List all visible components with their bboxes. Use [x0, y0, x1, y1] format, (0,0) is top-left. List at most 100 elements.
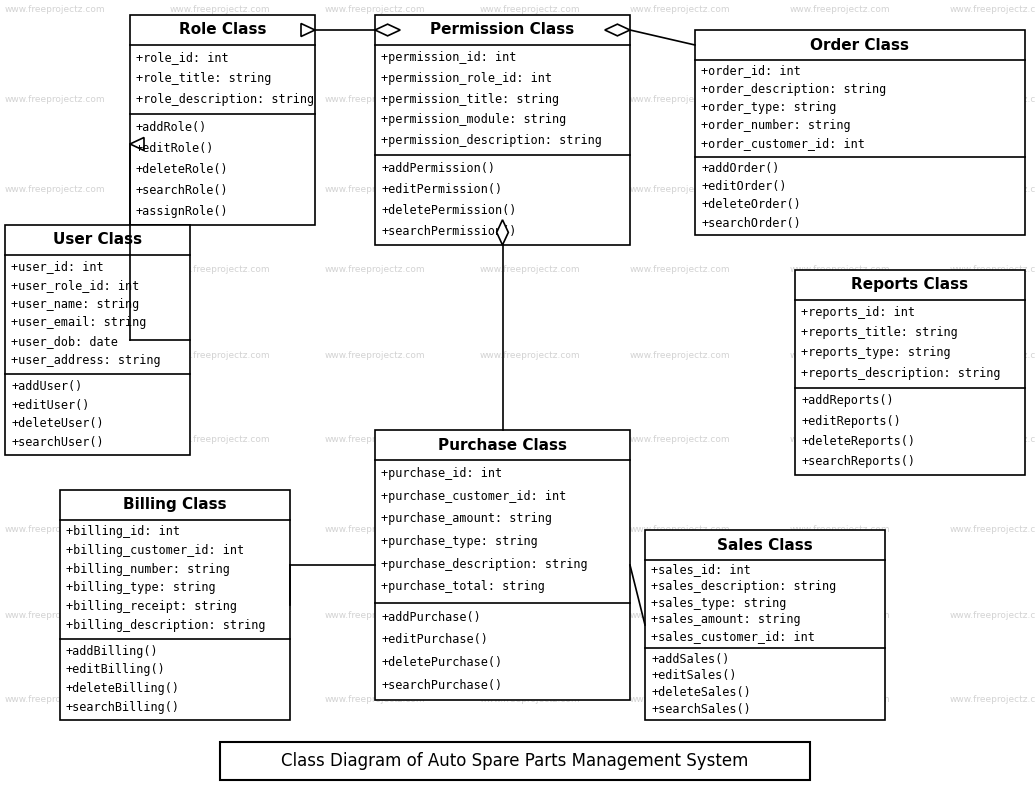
- Bar: [375, 430, 630, 700]
- Text: www.freeprojectz.com: www.freeprojectz.com: [790, 436, 890, 444]
- Text: +user_role_id: int: +user_role_id: int: [11, 279, 140, 291]
- Text: www.freeprojectz.com: www.freeprojectz.com: [629, 351, 731, 360]
- Text: www.freeprojectz.com: www.freeprojectz.com: [790, 351, 890, 360]
- Bar: [645, 530, 885, 720]
- Text: +editReports(): +editReports(): [801, 414, 900, 428]
- Text: www.freeprojectz.com: www.freeprojectz.com: [479, 185, 581, 195]
- Text: +purchase_amount: string: +purchase_amount: string: [381, 512, 552, 525]
- Text: www.freeprojectz.com: www.freeprojectz.com: [170, 96, 270, 105]
- Text: www.freeprojectz.com: www.freeprojectz.com: [629, 96, 731, 105]
- Text: www.freeprojectz.com: www.freeprojectz.com: [950, 265, 1035, 275]
- Text: +searchReports(): +searchReports(): [801, 455, 915, 468]
- Text: www.freeprojectz.com: www.freeprojectz.com: [325, 436, 425, 444]
- Text: +role_id: int: +role_id: int: [136, 51, 229, 64]
- Text: www.freeprojectz.com: www.freeprojectz.com: [950, 351, 1035, 360]
- Bar: [375, 15, 630, 245]
- Text: +addPermission(): +addPermission(): [381, 162, 495, 176]
- Polygon shape: [604, 24, 630, 36]
- Text: +user_name: string: +user_name: string: [11, 298, 140, 310]
- Text: www.freeprojectz.com: www.freeprojectz.com: [790, 185, 890, 195]
- Polygon shape: [375, 24, 401, 36]
- Text: +billing_description: string: +billing_description: string: [66, 619, 266, 632]
- Text: +editOrder(): +editOrder(): [701, 181, 787, 193]
- Text: www.freeprojectz.com: www.freeprojectz.com: [950, 6, 1035, 14]
- Text: www.freeprojectz.com: www.freeprojectz.com: [170, 351, 270, 360]
- Text: Permission Class: Permission Class: [431, 22, 574, 37]
- Text: www.freeprojectz.com: www.freeprojectz.com: [325, 351, 425, 360]
- Bar: [220, 742, 810, 780]
- Text: www.freeprojectz.com: www.freeprojectz.com: [479, 265, 581, 275]
- Bar: [795, 270, 1025, 475]
- Text: +billing_receipt: string: +billing_receipt: string: [66, 600, 237, 613]
- Text: www.freeprojectz.com: www.freeprojectz.com: [479, 6, 581, 14]
- Text: +sales_id: int: +sales_id: int: [651, 563, 750, 577]
- Text: +sales_customer_id: int: +sales_customer_id: int: [651, 630, 815, 643]
- Text: www.freeprojectz.com: www.freeprojectz.com: [629, 436, 731, 444]
- Text: www.freeprojectz.com: www.freeprojectz.com: [170, 526, 270, 535]
- Text: +billing_number: string: +billing_number: string: [66, 562, 230, 576]
- Text: +addPurchase(): +addPurchase(): [381, 611, 480, 624]
- Text: www.freeprojectz.com: www.freeprojectz.com: [790, 6, 890, 14]
- Text: +addRole(): +addRole(): [136, 121, 207, 134]
- Text: www.freeprojectz.com: www.freeprojectz.com: [479, 611, 581, 619]
- Text: www.freeprojectz.com: www.freeprojectz.com: [170, 185, 270, 195]
- Text: +editBilling(): +editBilling(): [66, 664, 166, 676]
- Text: www.freeprojectz.com: www.freeprojectz.com: [5, 695, 106, 705]
- Text: +reports_id: int: +reports_id: int: [801, 306, 915, 318]
- Text: +order_description: string: +order_description: string: [701, 82, 886, 96]
- Text: +addSales(): +addSales(): [651, 653, 730, 665]
- Text: +sales_amount: string: +sales_amount: string: [651, 614, 801, 626]
- Text: www.freeprojectz.com: www.freeprojectz.com: [790, 611, 890, 619]
- Text: +permission_module: string: +permission_module: string: [381, 113, 566, 127]
- Text: +deleteUser(): +deleteUser(): [11, 417, 104, 430]
- Text: User Class: User Class: [53, 233, 142, 247]
- Text: Reports Class: Reports Class: [852, 277, 969, 292]
- Text: +user_dob: date: +user_dob: date: [11, 335, 118, 348]
- Text: Order Class: Order Class: [810, 37, 910, 52]
- Text: +addReports(): +addReports(): [801, 394, 893, 407]
- Text: www.freeprojectz.com: www.freeprojectz.com: [325, 6, 425, 14]
- Text: +billing_id: int: +billing_id: int: [66, 525, 180, 538]
- Text: +purchase_description: string: +purchase_description: string: [381, 558, 588, 571]
- Text: www.freeprojectz.com: www.freeprojectz.com: [5, 526, 106, 535]
- Text: www.freeprojectz.com: www.freeprojectz.com: [479, 526, 581, 535]
- Text: +deleteSales(): +deleteSales(): [651, 686, 750, 699]
- Text: www.freeprojectz.com: www.freeprojectz.com: [479, 436, 581, 444]
- Text: www.freeprojectz.com: www.freeprojectz.com: [325, 611, 425, 619]
- Text: Sales Class: Sales Class: [717, 538, 812, 553]
- Text: +reports_description: string: +reports_description: string: [801, 367, 1001, 379]
- Text: www.freeprojectz.com: www.freeprojectz.com: [325, 185, 425, 195]
- Text: Role Class: Role Class: [179, 22, 266, 37]
- Text: www.freeprojectz.com: www.freeprojectz.com: [5, 185, 106, 195]
- Text: www.freeprojectz.com: www.freeprojectz.com: [950, 436, 1035, 444]
- Text: +deleteOrder(): +deleteOrder(): [701, 199, 801, 211]
- Text: +editPurchase(): +editPurchase(): [381, 634, 487, 646]
- Text: www.freeprojectz.com: www.freeprojectz.com: [5, 611, 106, 619]
- Text: +assignRole(): +assignRole(): [136, 205, 229, 218]
- Text: +purchase_total: string: +purchase_total: string: [381, 581, 544, 593]
- Text: +order_type: string: +order_type: string: [701, 101, 836, 114]
- Text: www.freeprojectz.com: www.freeprojectz.com: [5, 6, 106, 14]
- Text: +reports_title: string: +reports_title: string: [801, 326, 957, 339]
- Text: www.freeprojectz.com: www.freeprojectz.com: [790, 265, 890, 275]
- Text: www.freeprojectz.com: www.freeprojectz.com: [629, 265, 731, 275]
- Text: +searchSales(): +searchSales(): [651, 703, 750, 716]
- Text: +searchRole(): +searchRole(): [136, 184, 229, 197]
- Text: www.freeprojectz.com: www.freeprojectz.com: [325, 265, 425, 275]
- Text: www.freeprojectz.com: www.freeprojectz.com: [629, 611, 731, 619]
- Text: www.freeprojectz.com: www.freeprojectz.com: [629, 695, 731, 705]
- Text: +user_email: string: +user_email: string: [11, 317, 146, 329]
- Text: Class Diagram of Auto Spare Parts Management System: Class Diagram of Auto Spare Parts Manage…: [282, 752, 748, 770]
- Text: +purchase_customer_id: int: +purchase_customer_id: int: [381, 489, 566, 503]
- Text: +editRole(): +editRole(): [136, 142, 214, 155]
- Text: +editPermission(): +editPermission(): [381, 183, 502, 196]
- Bar: [5, 225, 190, 455]
- Text: +permission_id: int: +permission_id: int: [381, 51, 516, 64]
- Text: www.freeprojectz.com: www.freeprojectz.com: [629, 6, 731, 14]
- Text: +editUser(): +editUser(): [11, 398, 89, 412]
- Text: +deleteRole(): +deleteRole(): [136, 163, 229, 176]
- Text: +editSales(): +editSales(): [651, 669, 737, 683]
- Text: www.freeprojectz.com: www.freeprojectz.com: [950, 526, 1035, 535]
- Text: www.freeprojectz.com: www.freeprojectz.com: [629, 185, 731, 195]
- Text: +order_number: string: +order_number: string: [701, 119, 851, 132]
